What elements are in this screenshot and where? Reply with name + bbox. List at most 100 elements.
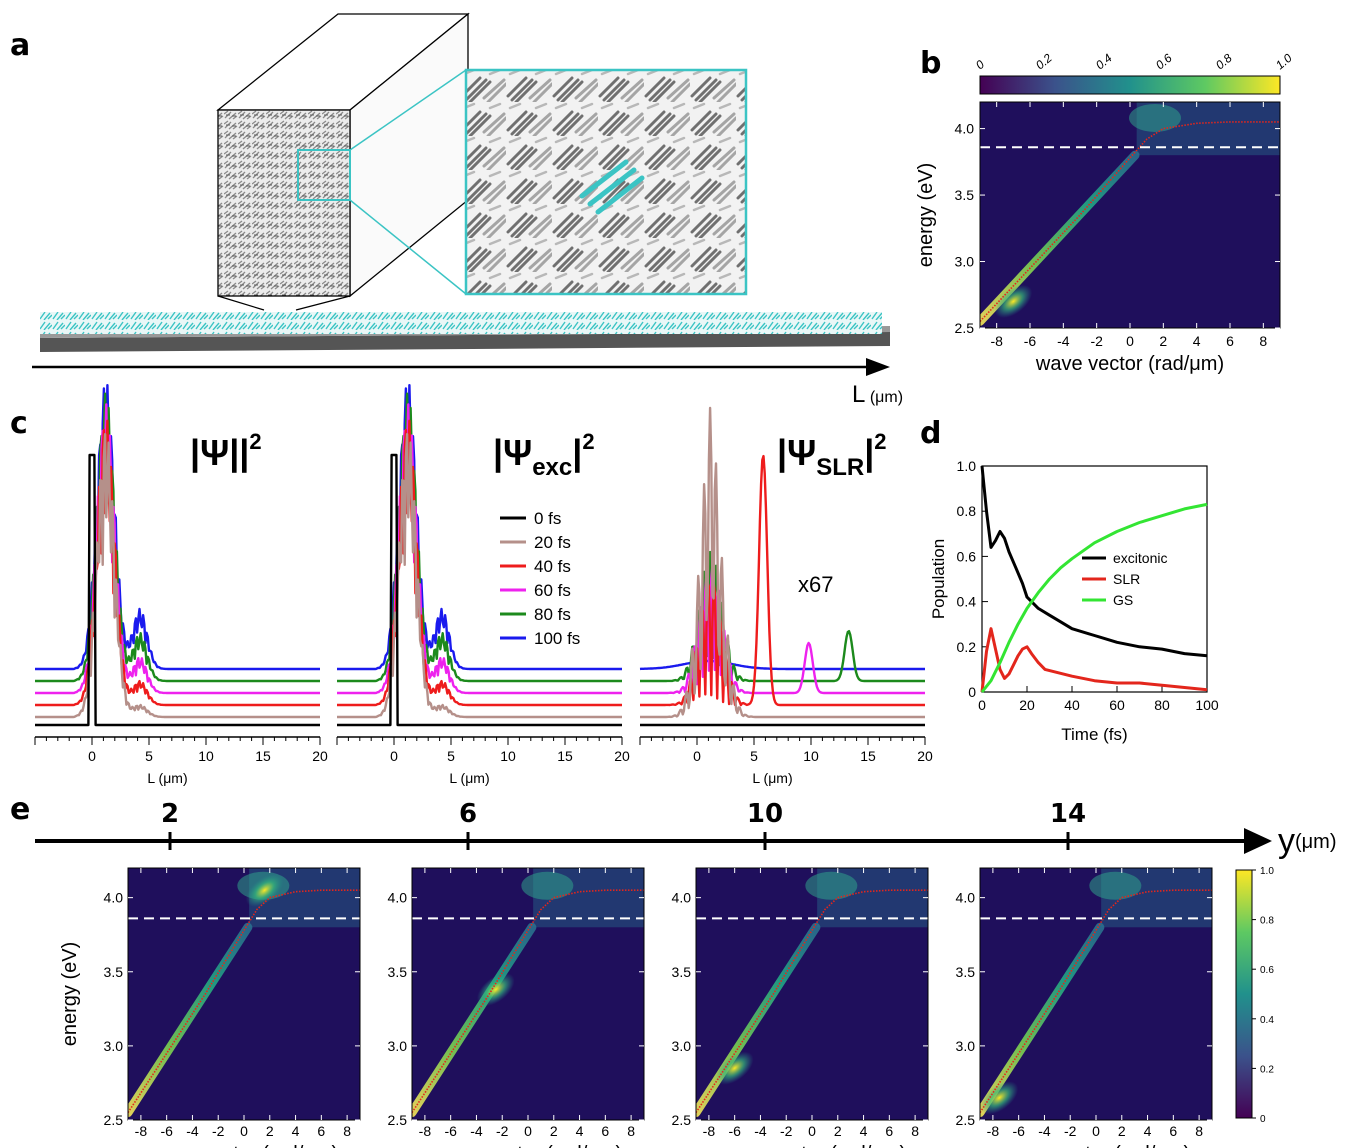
trace-60fs: [640, 564, 925, 695]
x-tick-label: -8: [703, 1123, 716, 1139]
y-tick-label: 0.2: [957, 639, 977, 655]
x-tick-label: 8: [911, 1123, 919, 1139]
legend-label: SLR: [1113, 571, 1140, 587]
position-label: 14: [1050, 799, 1086, 829]
x-tick-label: -2: [1090, 333, 1103, 349]
series-gs: [980, 502, 1208, 693]
y-tick-label: 4.0: [955, 121, 975, 137]
axis-l-symbol: L: [852, 381, 866, 408]
title-main: |Ψ|: [190, 432, 239, 474]
panel-c: c 0 5 10 15 20 L (μm) |Ψ||2 0 5 10 15 20 L (μm) |Ψexc…: [0, 380, 940, 800]
panel-e: e y(μm) 2 -8 -6 -4 -2 0 2 4 6 8 2.5 3.0 3.5 4.0 wave ve…: [0, 790, 1361, 1148]
axis-label-l: L (μm): [852, 381, 903, 409]
x-tick-label: 6: [317, 1123, 325, 1139]
x-tick-label: 0: [978, 697, 986, 713]
x-tick-label: -8: [990, 333, 1003, 349]
trace-60fs: [35, 403, 320, 695]
x-tick-label: 2: [834, 1123, 842, 1139]
y-tick-label: 2.5: [956, 1112, 976, 1128]
title-main: |Ψ: [777, 432, 816, 474]
x-tick-label: 8: [343, 1123, 351, 1139]
x-tick-label: 4: [1144, 1123, 1152, 1139]
x-tick-label: 80: [1154, 697, 1170, 713]
y-tick-label: 3.0: [388, 1038, 408, 1054]
x-tick-label: 20: [614, 748, 630, 764]
dispersion-curve: [980, 121, 1280, 322]
subplot-title: |Ψ||2: [190, 429, 262, 474]
x-axis-title: wave vector (rad/μm): [1035, 353, 1224, 375]
x-tick-label: -8: [987, 1123, 1000, 1139]
panel-c-wavepacket-figure: 0 5 10 15 20L (μm)|Ψ||20 5 10 15 20L (μm)|Ψexc|2…: [34, 384, 933, 786]
x-tick-label: 15: [860, 748, 876, 764]
x-tick-label: -4: [1038, 1123, 1051, 1139]
x-tick-label: 4: [860, 1123, 868, 1139]
panel-b: b 0 0.2 0.4 0.6 0.8 1.0 -8 -6 -4 -2 0 2 4 6 8 2.5 3.0 3.5…: [910, 40, 1350, 410]
y-tick-label: 4.0: [104, 890, 124, 906]
y-tick-label: 2.5: [388, 1112, 408, 1128]
panel-d-population-chart: 0 20 40 60 80 100 0 0.2 0.4 0.6 0.8 1.0 excitonic SLR…: [929, 458, 1219, 744]
title-superscript: 2: [582, 429, 594, 454]
x-axis-title: wave vector (rad/μm): [433, 1143, 622, 1148]
colorbar-tick-label: 0.2: [1033, 51, 1055, 73]
peak-glow: [715, 1051, 754, 1085]
colorbar-tick-label: 0.8: [1213, 51, 1235, 73]
y-tick-label: 2.5: [104, 1112, 124, 1128]
x-tick-label: -6: [1024, 333, 1037, 349]
trace-0fs: [337, 453, 622, 727]
x-tick-label: 6: [1226, 333, 1234, 349]
x-tick-label: 5: [145, 748, 153, 764]
series-slr: [980, 627, 1208, 693]
subplot-2: 0 5 10 15 20 L (μm) |Ψexc|2: [336, 384, 630, 786]
upper-glow: [521, 871, 574, 900]
x-axis-title: L (μm): [449, 770, 489, 786]
x-tick-label: 40: [1064, 697, 1080, 713]
upper-glow: [1089, 871, 1142, 900]
position-label: 6: [459, 799, 477, 829]
plot-frame: [981, 465, 1208, 693]
legend-label: 80 fs: [534, 605, 571, 624]
y-axis-symbol: y: [1278, 822, 1295, 860]
trace-80fs: [337, 392, 622, 683]
x-axis-title: L (μm): [147, 770, 187, 786]
x-tick-label: 4: [1193, 333, 1201, 349]
x-tick-label: 10: [803, 748, 819, 764]
x-tick-label: 0: [240, 1123, 248, 1139]
heatmap-content: [696, 868, 928, 1118]
y-tick-label: 4.0: [388, 890, 408, 906]
subplot-1: 0 5 10 15 20 L (μm) |Ψ||2: [34, 384, 328, 786]
trace-100fs: [35, 384, 320, 671]
title-superscript: 2: [249, 429, 261, 454]
colorbar-tick-label: 1.0: [1273, 51, 1295, 73]
colorbar-tick-label: 0.6: [1260, 965, 1274, 976]
heatmap-content: [980, 102, 1280, 326]
x-axis-title: L (μm): [752, 770, 792, 786]
x-tick-label: 10: [198, 748, 214, 764]
x-tick-label: 2: [266, 1123, 274, 1139]
y-tick-label: 3.0: [955, 254, 975, 270]
y-tick-label: 0.6: [957, 548, 977, 564]
x-tick-label: 8: [1259, 333, 1267, 349]
heatmap-content: [128, 868, 360, 1118]
y-tick-label: 0.4: [957, 594, 977, 610]
x-tick-label: 4: [292, 1123, 300, 1139]
title-close: |: [864, 432, 874, 474]
legend-label: 100 fs: [534, 629, 580, 648]
title-subscript: SLR: [816, 454, 864, 481]
x-axis-title: Time (fs): [1061, 725, 1127, 744]
x-tick-label: -6: [1012, 1123, 1025, 1139]
x-axis-title: wave vector (rad/μm): [149, 1143, 338, 1148]
title-close: |: [239, 432, 249, 474]
y-tick-label: 3.5: [956, 964, 976, 980]
x-tick-label: 0: [88, 748, 96, 764]
colorbar-tick-label: 0.6: [1153, 51, 1175, 73]
trace-20fs: [35, 433, 320, 719]
x-tick-label: 20: [1019, 697, 1035, 713]
title-close: |: [572, 432, 582, 474]
colorbar-tick-label: 0.4: [1260, 1015, 1274, 1026]
position-label: 10: [747, 799, 783, 829]
x-tick-label: -4: [470, 1123, 483, 1139]
y-tick-label: 3.5: [104, 964, 124, 980]
x-tick-label: 20: [312, 748, 328, 764]
y-tick-label: 4.0: [672, 890, 692, 906]
legend-label: 40 fs: [534, 557, 571, 576]
